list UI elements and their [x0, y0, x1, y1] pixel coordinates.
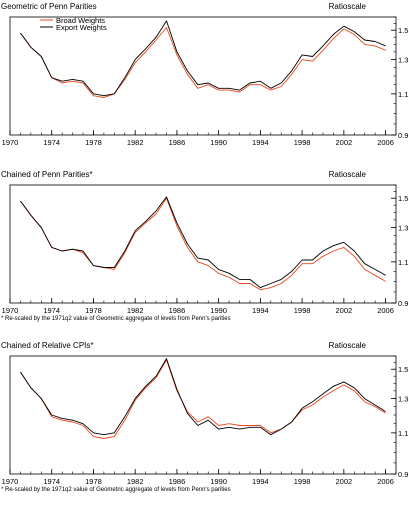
y-tick-label: 0.9 [398, 299, 408, 308]
x-tick-label: 1970 [2, 477, 19, 486]
x-tick-label: 1974 [43, 477, 60, 486]
x-tick-label: 1982 [127, 306, 144, 315]
x-tick-label: 1998 [294, 306, 311, 315]
y-tick-label: 1.5 [398, 365, 408, 374]
y-tick-label: 0.9 [398, 470, 408, 479]
series-line-broad-weights [20, 197, 386, 291]
x-tick-label: 1994 [252, 477, 269, 486]
chart-title: Chained of Penn Parities* [1, 170, 93, 179]
x-tick-label: 1994 [252, 138, 269, 147]
x-tick-label: 1998 [294, 477, 311, 486]
chart-footnote: * Re-scaled by the 1971q2 value of Geome… [1, 316, 231, 322]
x-tick-label: 1990 [210, 477, 227, 486]
x-tick-label: 1978 [85, 306, 102, 315]
x-tick-label: 2006 [377, 138, 394, 147]
x-tick-label: 1994 [252, 306, 269, 315]
series-line-export-weights [20, 20, 386, 97]
y-tick-label: 1.3 [398, 56, 408, 65]
x-tick-label: 2006 [377, 477, 394, 486]
x-tick-label: 1970 [2, 138, 19, 147]
series-line-export-weights [20, 196, 386, 289]
y-tick-label: 1.1 [398, 90, 408, 99]
chart-panel-1: Geometric of Penn Parities Ratioscale 0.9 1… [1, 2, 408, 147]
chart-title: Chained of Relative CPIs* [1, 341, 94, 350]
x-tick-label: 1998 [294, 138, 311, 147]
x-tick-label: 2006 [377, 306, 394, 315]
y-tick-label: 1.1 [398, 429, 408, 438]
x-tick-label: 2002 [335, 477, 352, 486]
x-tick-label: 1974 [43, 306, 60, 315]
legend-label: Export Weights [56, 23, 107, 32]
x-tick-label: 1982 [127, 477, 144, 486]
x-tick-label: 2002 [335, 306, 352, 315]
x-tick-label: 1978 [85, 477, 102, 486]
x-tick-label: 1974 [43, 138, 60, 147]
series-line-broad-weights [20, 27, 386, 99]
y-tick-label: 1.5 [398, 26, 408, 35]
chart-title: Geometric of Penn Parities [1, 2, 97, 11]
x-tick-label: 1990 [210, 138, 227, 147]
x-tick-label: 1986 [169, 477, 186, 486]
x-tick-label: 1986 [169, 138, 186, 147]
plot-frame [9, 355, 397, 475]
y-axis-label: Ratioscale [329, 341, 367, 350]
x-tick-label: 1970 [2, 306, 19, 315]
x-tick-label: 2002 [335, 138, 352, 147]
x-tick-label: 1990 [210, 306, 227, 315]
y-tick-label: 1.3 [398, 395, 408, 404]
chart-panel-2: Chained of Penn Parities* Ratioscale 0.9 1.… [1, 170, 408, 322]
y-axis-label: Ratioscale [329, 2, 367, 11]
x-tick-label: 1978 [85, 138, 102, 147]
x-tick-label: 1982 [127, 138, 144, 147]
series-line-export-weights [20, 358, 386, 436]
y-tick-label: 1.1 [398, 258, 408, 267]
chart-footnote: * Re-scaled by the 1971q2 value of Geome… [1, 487, 231, 493]
y-axis-label: Ratioscale [329, 170, 367, 179]
y-tick-label: 1.3 [398, 224, 408, 233]
series-line-broad-weights [20, 359, 386, 439]
y-tick-label: 1.5 [398, 194, 408, 203]
legend-label: Broad Weights [56, 16, 105, 25]
x-tick-label: 1986 [169, 306, 186, 315]
chart-panel-3: Chained of Relative CPIs* Ratioscale 0.9 1.… [1, 341, 408, 493]
y-tick-label: 0.9 [398, 131, 408, 140]
